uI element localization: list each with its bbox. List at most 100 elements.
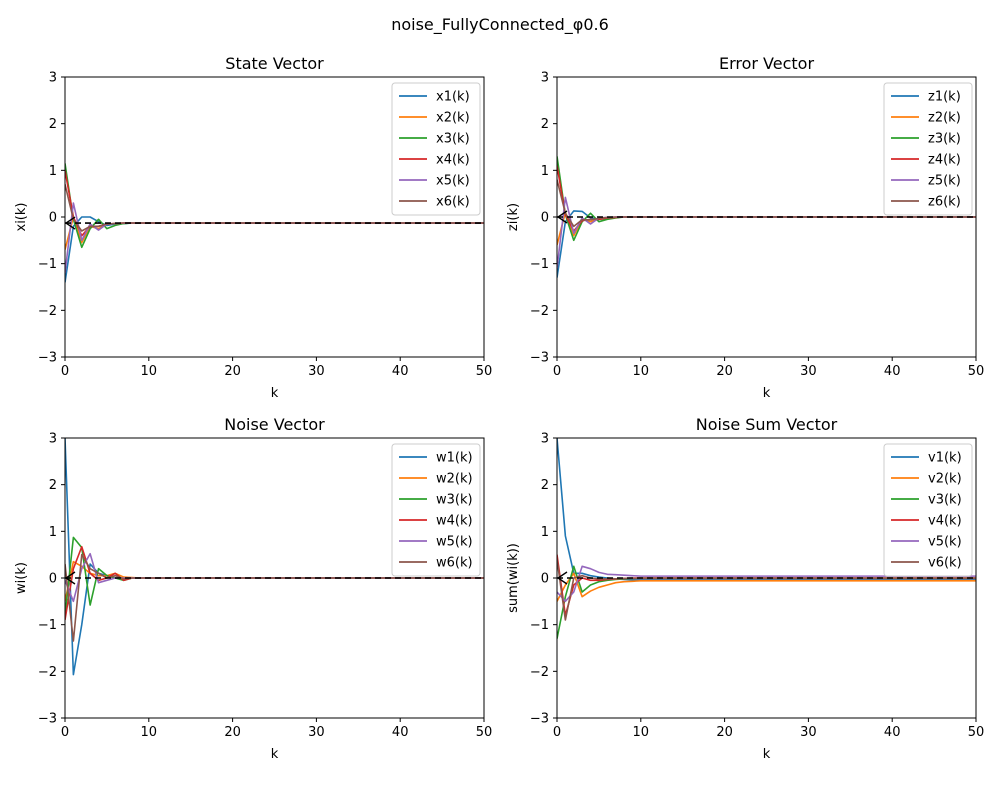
subplot-2: 0 10 20 30 40 50 −3 −2 −1 0 1 2 3 Error Vector k zi(k) z…: [506, 54, 984, 401]
x-tick-label: 10: [633, 725, 650, 740]
legend-entry: z2(k): [928, 111, 961, 126]
legend: x1(k) x2(k) x3(k) x4(k) x5(k) x6(k): [391, 82, 481, 216]
legend-entry: v1(k): [928, 451, 962, 466]
y-tick-label: −1: [38, 257, 57, 272]
legend: v1(k) v2(k) v3(k) v4(k) v5(k) v6(k): [883, 443, 973, 577]
legend-entry: x4(k): [436, 153, 470, 168]
legend-box: [883, 443, 973, 577]
y-tick-label: −1: [38, 618, 57, 633]
series-group: [65, 438, 484, 676]
legend-box: [883, 82, 973, 216]
y-tick-label: −1: [530, 618, 549, 633]
y-tick-label: −1: [530, 257, 549, 272]
x-tick-label: 0: [61, 725, 69, 740]
subplot-title: State Vector: [225, 54, 324, 73]
series-group: [557, 438, 976, 639]
y-axis-label: zi(k): [506, 203, 521, 231]
x-axis-label: k: [763, 747, 771, 762]
y-tick-label: −2: [530, 304, 549, 319]
reference-arrow: [65, 571, 76, 585]
legend-entry: w6(k): [436, 556, 473, 571]
y-axis: −3 −2 −1 0 1 2 3: [38, 71, 65, 366]
y-axis-label: wi(k): [14, 562, 29, 594]
legend-box: [391, 82, 481, 216]
legend-entry: x1(k): [436, 90, 470, 105]
legend-entry: w4(k): [436, 514, 473, 529]
y-tick-label: −3: [530, 712, 549, 727]
x-tick-label: 10: [141, 364, 158, 379]
legend-entry: v6(k): [928, 556, 962, 571]
reference-arrow: [65, 216, 76, 230]
series-line-w6(k): [65, 553, 484, 642]
x-tick-label: 20: [716, 364, 733, 379]
y-tick-label: 3: [49, 71, 57, 86]
x-axis: 0 10 20 30 40 50: [553, 357, 984, 379]
x-tick-label: 0: [553, 725, 561, 740]
x-tick-label: 20: [224, 725, 241, 740]
legend-entry: z6(k): [928, 195, 961, 210]
y-tick-label: −2: [38, 665, 57, 680]
x-tick-label: 50: [968, 725, 985, 740]
subplot-title: Noise Vector: [224, 415, 325, 434]
y-axis: −3 −2 −1 0 1 2 3: [530, 432, 557, 727]
x-tick-label: 40: [884, 725, 901, 740]
reference-arrow: [557, 210, 568, 224]
legend-entry: z4(k): [928, 153, 961, 168]
y-axis: −3 −2 −1 0 1 2 3: [530, 71, 557, 366]
legend-entry: w1(k): [436, 451, 473, 466]
legend-entry: x5(k): [436, 174, 470, 189]
y-tick-label: 2: [541, 478, 549, 493]
legend-entry: x3(k): [436, 132, 470, 147]
y-tick-label: 0: [49, 211, 57, 226]
series-line-v6(k): [557, 559, 976, 621]
series-line-z6(k): [557, 179, 976, 228]
x-tick-label: 30: [800, 364, 817, 379]
y-tick-label: −3: [38, 712, 57, 727]
series-group: [65, 163, 484, 283]
y-tick-label: 2: [541, 117, 549, 132]
y-axis-label: sum(wi(k)): [506, 543, 521, 613]
x-tick-label: 40: [884, 364, 901, 379]
x-tick-label: 50: [968, 364, 985, 379]
legend-entry: x2(k): [436, 111, 470, 126]
x-tick-label: 20: [224, 364, 241, 379]
y-tick-label: −3: [530, 351, 549, 366]
series-line-x6(k): [65, 184, 484, 232]
legend: z1(k) z2(k) z3(k) z4(k) z5(k) z6(k): [883, 82, 973, 216]
y-axis: −3 −2 −1 0 1 2 3: [38, 432, 65, 727]
y-tick-label: 1: [49, 164, 57, 179]
x-tick-label: 40: [392, 725, 409, 740]
y-tick-label: 2: [49, 117, 57, 132]
x-tick-label: 30: [308, 725, 325, 740]
y-tick-label: 0: [541, 572, 549, 587]
legend-entry: v2(k): [928, 472, 962, 487]
y-tick-label: −2: [530, 665, 549, 680]
figure-title: noise_FullyConnected_φ0.6: [391, 15, 609, 35]
x-axis: 0 10 20 30 40 50: [61, 718, 492, 740]
subplot-4: 0 10 20 30 40 50 −3 −2 −1 0 1 2 3 Noise Sum Vector k su…: [506, 415, 984, 762]
legend-entry: z1(k): [928, 90, 961, 105]
x-tick-label: 30: [800, 725, 817, 740]
y-tick-label: 1: [49, 525, 57, 540]
x-tick-label: 40: [392, 364, 409, 379]
x-tick-label: 10: [633, 364, 650, 379]
legend-entry: w5(k): [436, 535, 473, 550]
x-axis-label: k: [271, 386, 279, 401]
x-tick-label: 0: [61, 364, 69, 379]
x-tick-label: 30: [308, 364, 325, 379]
x-axis: 0 10 20 30 40 50: [61, 357, 492, 379]
legend-entry: x6(k): [436, 195, 470, 210]
legend-entry: z3(k): [928, 132, 961, 147]
legend-entry: z5(k): [928, 174, 961, 189]
x-tick-label: 50: [476, 364, 493, 379]
x-axis-label: k: [763, 386, 771, 401]
y-tick-label: −2: [38, 304, 57, 319]
y-axis-label: xi(k): [14, 203, 29, 232]
y-tick-label: 2: [49, 478, 57, 493]
y-tick-label: 3: [541, 432, 549, 447]
legend-entry: w3(k): [436, 493, 473, 508]
y-tick-label: 0: [49, 572, 57, 587]
legend-entry: v5(k): [928, 535, 962, 550]
